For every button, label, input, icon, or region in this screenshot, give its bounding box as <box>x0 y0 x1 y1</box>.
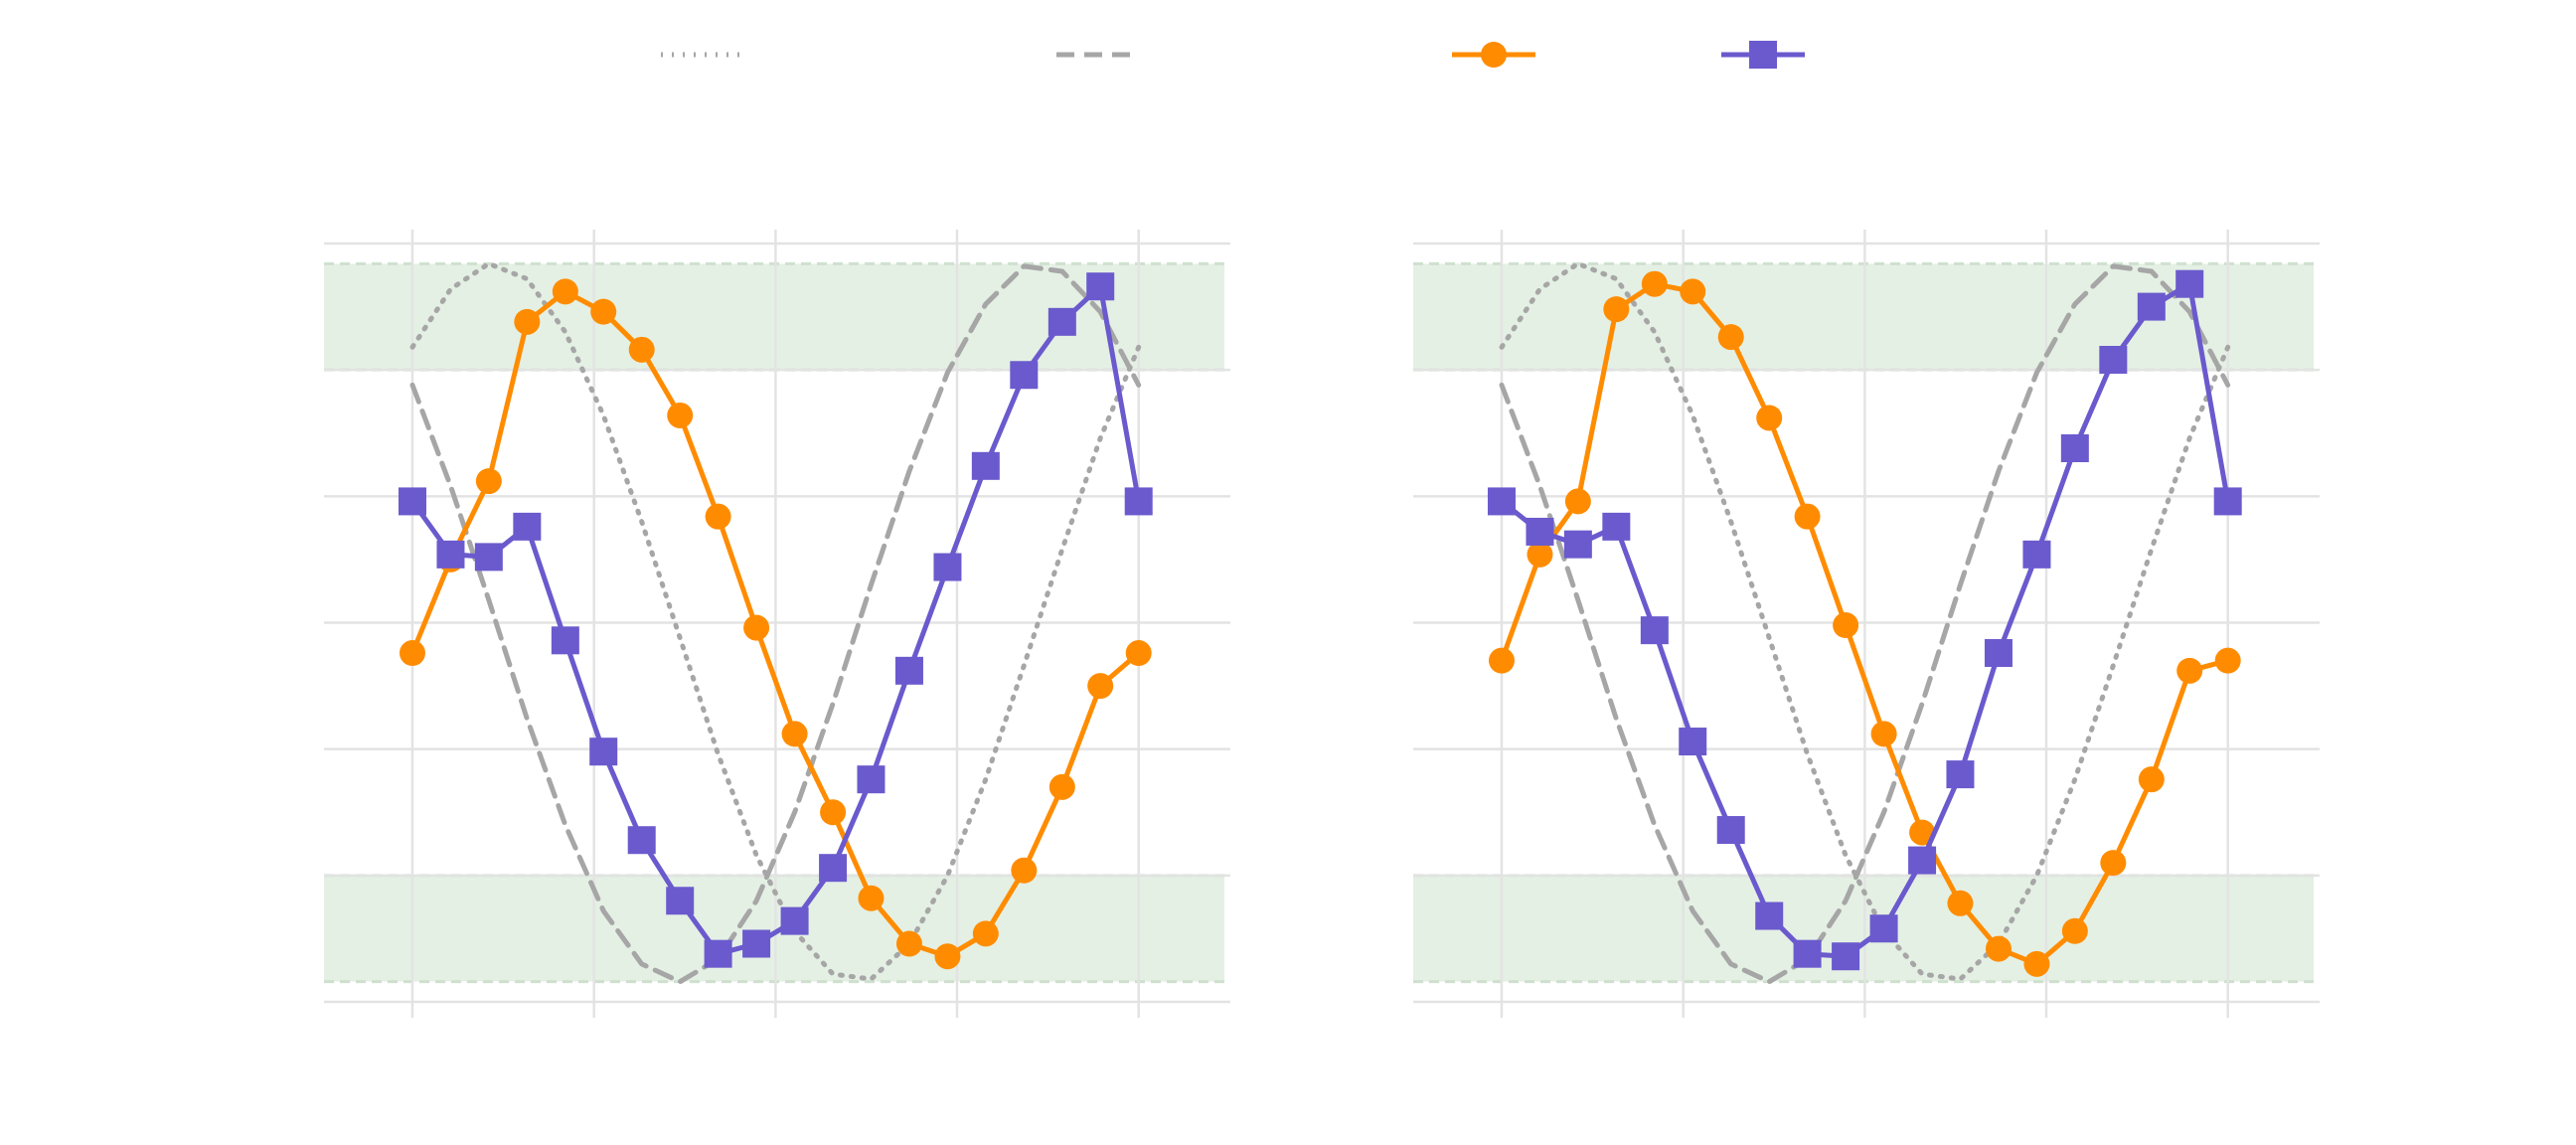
data-point <box>2214 647 2241 674</box>
data-point <box>1010 361 1039 390</box>
data-point <box>820 799 847 826</box>
data-point <box>819 854 848 883</box>
data-point <box>894 656 923 685</box>
data-point <box>1603 296 1630 323</box>
data-point <box>1833 612 1859 639</box>
series-line <box>1499 260 2231 982</box>
data-point <box>743 614 770 641</box>
data-point <box>742 929 771 958</box>
data-point <box>398 487 426 516</box>
data-point <box>589 737 618 766</box>
data-point <box>2100 850 2127 877</box>
legend-marker <box>1481 42 1507 68</box>
data-point <box>857 765 886 794</box>
data-point <box>1717 324 1744 351</box>
data-point <box>934 943 961 970</box>
data-point <box>1794 503 1821 530</box>
data-point <box>2137 292 2166 321</box>
data-point <box>399 640 425 667</box>
data-point <box>551 626 579 655</box>
data-point <box>1870 721 1897 747</box>
data-point <box>1680 278 1706 305</box>
data-point <box>474 543 503 572</box>
data-point <box>1755 901 1784 930</box>
series-line <box>1499 263 2231 985</box>
data-point <box>1602 512 1631 541</box>
data-point <box>514 308 541 335</box>
data-point <box>1640 616 1669 645</box>
data-point <box>1124 487 1153 516</box>
data-point <box>552 278 578 305</box>
data-point <box>705 503 731 530</box>
data-point <box>2099 345 2128 374</box>
data-point <box>858 885 885 911</box>
data-point <box>2060 434 2089 463</box>
data-point <box>1984 639 2012 668</box>
data-point <box>2175 269 2204 298</box>
data-point <box>1641 270 1668 297</box>
data-point <box>2023 950 2050 977</box>
data-point <box>895 930 922 957</box>
data-point <box>1011 857 1038 884</box>
data-point <box>2213 487 2242 516</box>
data-point <box>475 468 502 495</box>
data-point <box>1869 914 1898 943</box>
data-point <box>1048 773 1075 800</box>
data-point <box>1526 517 1554 546</box>
data-point <box>2176 657 2203 684</box>
data-point <box>513 512 542 541</box>
data-point <box>436 540 465 569</box>
data-point <box>1832 942 1860 971</box>
data-point <box>1679 728 1707 756</box>
data-point <box>1908 846 1937 875</box>
data-point <box>1125 640 1152 667</box>
data-point <box>667 402 694 428</box>
data-point <box>590 298 617 325</box>
series-line <box>1499 281 2231 959</box>
data-point <box>1793 939 1822 968</box>
data-point <box>627 826 656 855</box>
data-point <box>2138 766 2165 793</box>
data-point <box>933 553 962 581</box>
data-point <box>2022 540 2051 569</box>
data-point <box>1946 760 1975 789</box>
legend-marker <box>1749 41 1777 69</box>
data-point <box>1563 530 1592 559</box>
data-point <box>1716 816 1745 845</box>
series-line <box>409 260 1142 982</box>
data-point <box>1087 673 1114 700</box>
data-point <box>1047 307 1076 336</box>
data-point <box>1564 488 1591 515</box>
data-point <box>704 939 732 968</box>
series-line <box>409 263 1142 985</box>
data-point <box>1086 272 1115 301</box>
data-point <box>2061 917 2088 944</box>
data-point <box>1909 819 1936 846</box>
data-point <box>666 887 695 915</box>
data-point <box>971 451 1000 480</box>
series-line <box>409 283 1142 957</box>
data-point <box>1487 487 1516 516</box>
data-point <box>1756 405 1783 431</box>
data-point <box>628 336 655 363</box>
data-point <box>1488 647 1515 674</box>
data-point <box>1985 935 2012 962</box>
data-point <box>972 920 999 947</box>
data-point <box>1947 890 1974 916</box>
data-point <box>1527 541 1553 568</box>
data-point <box>781 721 808 747</box>
data-point <box>780 906 809 935</box>
